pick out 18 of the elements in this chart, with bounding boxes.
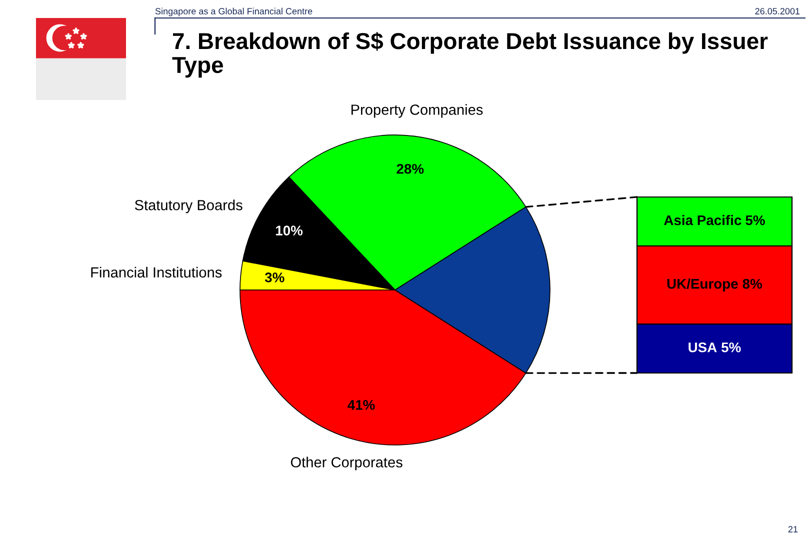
slice-label: Property Companies	[351, 104, 483, 118]
text: Singapore as a Global Financial Centre	[155, 8, 312, 16]
data-label: 5%	[746, 215, 765, 226]
series-label: Asia Pacific	[664, 214, 742, 226]
data-label: 10%	[276, 226, 303, 236]
slice-label: Other Corporates	[290, 456, 402, 470]
data-label: 28%	[396, 164, 424, 174]
series-label: UK/Europe	[667, 278, 738, 292]
data-label: 8%	[742, 278, 762, 289]
slice-label: Financial Institutions	[91, 266, 222, 278]
chart-title: 7. Breakdown of S$ Corporate Debt Issuance by Issuer Type	[172, 32, 768, 78]
data-label: 3%	[264, 272, 284, 282]
slice-label: Statutory Boards	[134, 200, 242, 214]
data-label: 5%	[721, 342, 741, 352]
series-label: USA	[688, 342, 717, 352]
data-label: 41%	[348, 400, 375, 410]
text: 26.05.2001	[755, 8, 800, 14]
text: 21	[788, 526, 798, 532]
